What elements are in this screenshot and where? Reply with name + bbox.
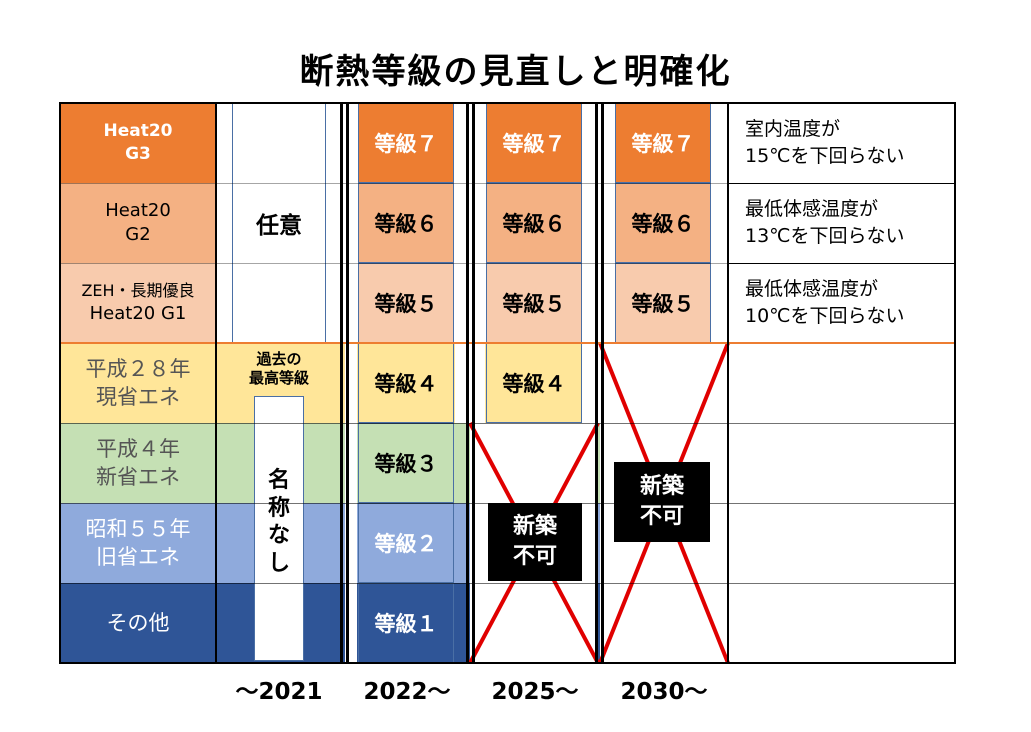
grade1-2022: 等級１ xyxy=(358,583,454,663)
year-2022: 2022〜 xyxy=(363,679,451,705)
no-name-box: 名 称 な し xyxy=(254,396,304,661)
not-allowed-2025: 新築 不可 xyxy=(488,503,582,581)
grid-orange-separator xyxy=(60,342,956,344)
grade5-2022: 等級５ xyxy=(358,263,454,343)
grid-right-row-3 xyxy=(728,263,956,264)
label-s55: 昭和５５年 旧省エネ xyxy=(60,503,216,583)
grade7-2030: 等級７ xyxy=(615,103,711,183)
grade6-2030: 等級６ xyxy=(615,183,711,263)
grade4-2025: 等級４ xyxy=(486,343,582,423)
grade5-2025: 等級５ xyxy=(486,263,582,343)
grid-right-row-2 xyxy=(728,183,956,184)
optional-box: 任意 xyxy=(232,103,326,343)
grid-col-2030 xyxy=(727,102,729,664)
page-title: 断熱等級の見直しと明確化 xyxy=(299,52,732,92)
grid-col-2022b xyxy=(472,102,475,664)
grid-col-2022a xyxy=(466,102,469,664)
grid-row-7 xyxy=(60,583,956,584)
future-blank-2025-gap xyxy=(455,343,485,423)
grid-col-2025b xyxy=(601,102,604,664)
desc-g2: 最低体感温度が 13℃を下回らない xyxy=(745,198,905,247)
label-other: その他 xyxy=(60,583,216,663)
grid-bottom xyxy=(60,662,956,664)
grade7-2025: 等級７ xyxy=(486,103,582,183)
grid-row-5 xyxy=(60,423,956,424)
label-heat20-g2: Heat20 G2 xyxy=(60,183,216,263)
desc-g1: 最低体感温度が 10℃を下回らない xyxy=(745,278,905,327)
grade3-2022: 等級３ xyxy=(358,423,454,503)
grade7-2022: 等級７ xyxy=(358,103,454,183)
grid-row-3 xyxy=(60,263,728,264)
past-best-grade: 過去の 最高等級 xyxy=(248,349,309,388)
grid-top xyxy=(60,102,956,104)
label-heat20-g3: Heat20 G3 xyxy=(60,103,216,183)
grid-col-left xyxy=(59,102,61,664)
year-2021: 〜2021 xyxy=(235,679,323,705)
grade2-2022: 等級２ xyxy=(358,503,454,583)
not-allowed-2030: 新築 不可 xyxy=(614,462,710,542)
label-h4: 平成４年 新省エネ xyxy=(60,423,216,503)
grid-row-6 xyxy=(60,503,956,504)
grid-col-2021b xyxy=(346,102,349,664)
year-2030: 2030〜 xyxy=(620,679,708,705)
grid-col-2025a xyxy=(595,102,598,664)
grid-row-2 xyxy=(60,183,728,184)
grade6-2022: 等級６ xyxy=(358,183,454,263)
year-2025: 2025〜 xyxy=(491,679,579,705)
label-h28: 平成２８年 現省エネ xyxy=(60,343,216,423)
grid-col-label xyxy=(215,102,217,664)
label-zeh-g1: ZEH・長期優良 Heat20 G1 xyxy=(60,263,216,343)
grade6-2025: 等級６ xyxy=(486,183,582,263)
grade5-2030: 等級５ xyxy=(615,263,711,343)
grid-col-right xyxy=(954,102,956,664)
grid-col-2021a xyxy=(340,102,343,664)
desc-g3: 室内温度が 15℃を下回らない xyxy=(745,118,905,167)
